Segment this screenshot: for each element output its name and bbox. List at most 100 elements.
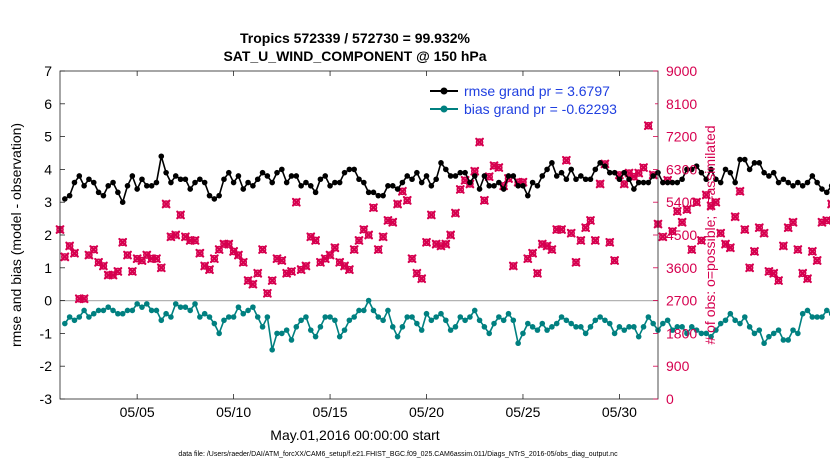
obs-assimilated-marker <box>388 217 398 227</box>
obs-assimilated-marker <box>750 247 759 256</box>
rmse-point <box>303 179 309 186</box>
rmse-point <box>322 173 329 179</box>
obs-possible-marker <box>94 258 103 267</box>
obs-possible-marker <box>364 231 373 239</box>
bias-point <box>332 317 338 324</box>
y-right-tick-label: 8100 <box>666 96 697 112</box>
obs-assimilated-marker <box>735 186 745 196</box>
obs-assimilated-marker <box>65 241 75 251</box>
bias-point <box>491 320 497 327</box>
obs-assimilated-marker <box>277 256 287 265</box>
bias-point <box>640 324 647 330</box>
obs-possible-marker <box>630 172 638 181</box>
rmse-point <box>467 179 473 186</box>
obs-possible-marker <box>403 196 412 205</box>
rmse-point <box>385 183 391 189</box>
bias-point <box>486 330 493 337</box>
obs-possible-marker <box>355 236 363 245</box>
obs-possible-marker <box>360 225 368 234</box>
obs-assimilated-marker <box>484 172 494 182</box>
obs-possible-marker <box>687 245 696 254</box>
bias-point <box>81 307 87 314</box>
obs-possible-marker <box>750 247 759 256</box>
obs-possible-marker <box>205 265 214 274</box>
rmse-point <box>293 173 300 179</box>
bias-point <box>211 320 218 327</box>
bias-point <box>688 324 695 330</box>
y-tick-label: -1 <box>40 325 53 341</box>
obs-possible-marker <box>528 249 537 258</box>
obs-possible-marker <box>408 254 416 263</box>
rmse-point <box>312 189 319 196</box>
bias-point <box>515 340 521 347</box>
obs-assimilated-marker <box>248 279 258 289</box>
obs-possible-marker <box>89 245 98 254</box>
obs-assimilated-marker <box>595 179 605 189</box>
bias-point <box>409 314 415 320</box>
bias-point <box>86 314 92 320</box>
obs-possible-marker <box>215 245 223 254</box>
rmse-point <box>317 176 324 183</box>
rmse-point <box>795 179 801 186</box>
rmse-point <box>197 176 203 183</box>
obs-assimilated-marker <box>677 217 687 227</box>
bias-point <box>563 317 570 324</box>
rmse-point <box>177 176 184 183</box>
obs-assimilated-marker <box>571 257 581 267</box>
obs-assimilated-marker <box>692 197 701 207</box>
bias-point <box>250 304 256 310</box>
obs-possible-marker <box>789 218 797 227</box>
bias-point <box>182 304 189 310</box>
bias-point <box>737 320 743 327</box>
obs-possible-marker <box>335 258 344 267</box>
rmse-point <box>336 179 343 186</box>
rmse-point <box>544 166 550 173</box>
rmse-point <box>230 179 237 186</box>
obs-assimilated-marker <box>711 197 721 207</box>
obs-assimilated-marker <box>407 254 417 264</box>
bias-point <box>684 330 690 337</box>
obs-assimilated-marker <box>451 208 460 218</box>
rmse-point <box>505 173 512 179</box>
bias-point <box>602 317 608 324</box>
y-tick-label: 6 <box>44 96 52 112</box>
obs-possible-marker <box>794 245 802 254</box>
bias-point <box>172 301 179 307</box>
bias-point <box>462 317 468 324</box>
obs-possible-marker <box>683 205 691 214</box>
obs-possible-marker <box>726 243 735 252</box>
rmse-point <box>298 183 304 189</box>
obs-assimilated-marker <box>287 267 296 276</box>
obs-possible-marker <box>697 236 706 245</box>
rmse-point <box>182 176 189 183</box>
bias-point <box>573 324 579 330</box>
obs-assimilated-marker <box>508 261 518 271</box>
bias-point <box>327 314 333 320</box>
bias-point <box>804 307 811 314</box>
obs-possible-marker <box>109 271 117 279</box>
bias-point <box>365 297 372 304</box>
y-right-tick-label: 3600 <box>666 260 697 276</box>
obs-assimilated-marker <box>668 226 677 236</box>
rmse-point <box>134 186 140 192</box>
obs-assimilated-marker <box>479 195 489 205</box>
bias-point <box>814 314 820 320</box>
obs-possible-marker <box>345 265 354 274</box>
rmse-point <box>462 169 468 176</box>
obs-assimilated-marker <box>778 241 788 251</box>
rmse-point <box>823 189 830 196</box>
obs-assimilated-marker <box>205 265 214 275</box>
bias-point <box>433 314 439 320</box>
rmse-point <box>496 179 502 186</box>
rmse-point <box>307 183 314 189</box>
rmse-point <box>235 173 242 179</box>
obs-possible-marker <box>562 156 571 165</box>
obs-possible-marker <box>721 240 730 248</box>
bias-point <box>510 317 517 324</box>
obs-possible-marker <box>668 227 677 236</box>
obs-possible-marker <box>210 254 219 263</box>
rmse-point <box>602 163 608 169</box>
bias-point <box>476 317 483 324</box>
rmse-point <box>597 160 603 166</box>
obs-possible-marker <box>239 258 248 267</box>
